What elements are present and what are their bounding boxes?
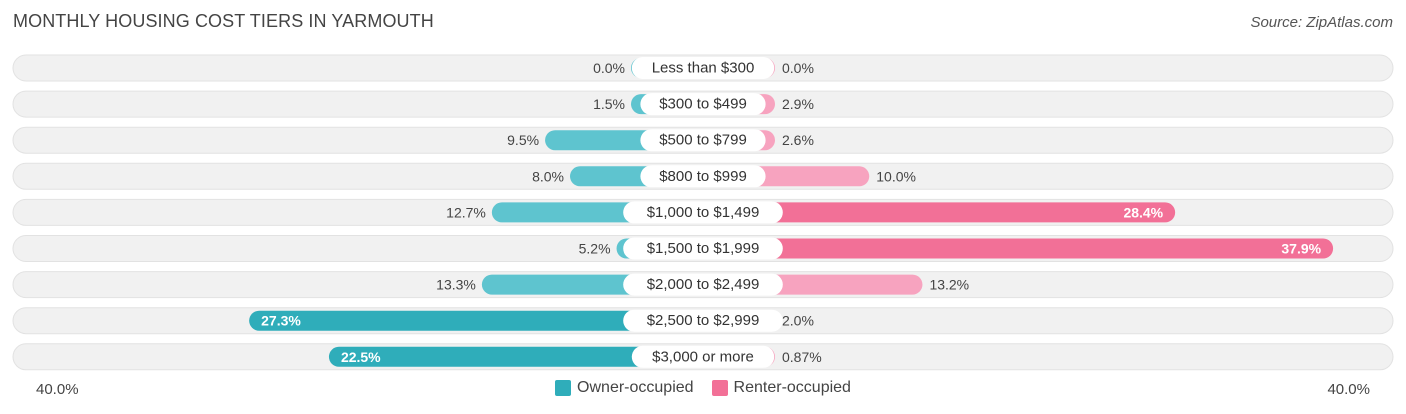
axis-left-label: 40.0%	[36, 381, 79, 398]
legend-renter-label: Renter-occupied	[733, 379, 851, 396]
category-label: $3,000 or more	[652, 348, 754, 365]
category-label: $500 to $799	[659, 132, 747, 149]
category-label: Less than $300	[652, 60, 755, 77]
chart-row: 27.3% 2.0% $2,500 to $2,999	[12, 307, 1394, 335]
owner-value-label: 12.7%	[446, 204, 486, 220]
owner-value-label: 13.3%	[436, 277, 476, 293]
owner-bar	[249, 310, 703, 331]
owner-value-label: 1.5%	[593, 96, 625, 112]
legend-renter: Renter-occupied	[711, 379, 851, 397]
renter-value-label: 2.0%	[782, 313, 814, 329]
chart-row: 5.2% 37.9% $1,500 to $1,999	[12, 235, 1394, 262]
category-label: $800 to $999	[659, 168, 747, 185]
chart-row: 1.5% 2.9% $300 to $499	[12, 90, 1394, 118]
owner-value-label: 0.0%	[593, 60, 625, 76]
chart-row: 0.0% 0.0% Less than $300	[12, 54, 1394, 82]
renter-value-label: 10.0%	[876, 168, 916, 184]
category-pill	[640, 93, 766, 116]
legend-renter-swatch	[711, 380, 728, 396]
renter-value-label: 37.9%	[1281, 241, 1321, 257]
category-label: $1,000 to $1,499	[647, 204, 760, 221]
owner-value-label: 8.0%	[532, 168, 564, 184]
renter-bar	[703, 202, 1176, 223]
legend-owner-label: Owner-occupied	[577, 379, 694, 396]
renter-value-label: 0.0%	[782, 60, 814, 76]
legend-owner: Owner-occupied	[555, 379, 694, 397]
category-pill	[631, 345, 775, 368]
category-label: $1,500 to $1,999	[647, 240, 760, 257]
renter-value-label: 2.9%	[782, 96, 814, 112]
owner-bar	[328, 346, 703, 367]
chart-row: 9.5% 2.6% $500 to $799	[12, 126, 1394, 154]
legend: Owner-occupied Renter-occupied	[0, 379, 1406, 397]
category-pill	[640, 165, 766, 188]
renter-value-label: 2.6%	[782, 132, 814, 148]
category-pill	[623, 309, 783, 332]
chart-row: 12.7% 28.4% $1,000 to $1,499	[12, 198, 1394, 226]
category-label: $2,500 to $2,999	[647, 312, 760, 329]
category-label: $2,000 to $2,499	[647, 276, 760, 293]
owner-value-label: 27.3%	[261, 313, 301, 329]
category-pill	[631, 57, 775, 79]
legend-owner-swatch	[555, 380, 572, 396]
chart-row: 13.3% 13.2% $2,000 to $2,499	[12, 271, 1394, 299]
owner-value-label: 22.5%	[341, 349, 381, 365]
axis-right-label: 40.0%	[1327, 381, 1370, 398]
source-note: Source: ZipAtlas.com	[1250, 14, 1393, 31]
owner-value-label: 9.5%	[507, 132, 539, 148]
renter-value-label: 13.2%	[929, 277, 969, 293]
diverging-bar-chart: 0.0% 0.0% Less than $300 1.5% 2.9% $300 to $4…	[12, 54, 1394, 371]
chart-row: 8.0% 10.0% $800 to $999	[12, 162, 1394, 190]
category-pill	[640, 129, 766, 152]
category-pill	[623, 201, 783, 224]
renter-value-label: 0.87%	[782, 349, 822, 365]
chart-title: MONTHLY HOUSING COST TIERS IN YARMOUTH	[13, 11, 434, 31]
renter-bar	[703, 238, 1334, 259]
chart-row: 22.5% 0.87% $3,000 or more	[12, 343, 1394, 371]
category-pill	[623, 273, 783, 296]
renter-value-label: 28.4%	[1123, 204, 1163, 220]
category-pill	[623, 237, 783, 260]
owner-value-label: 5.2%	[579, 241, 611, 257]
category-label: $300 to $499	[659, 96, 747, 113]
